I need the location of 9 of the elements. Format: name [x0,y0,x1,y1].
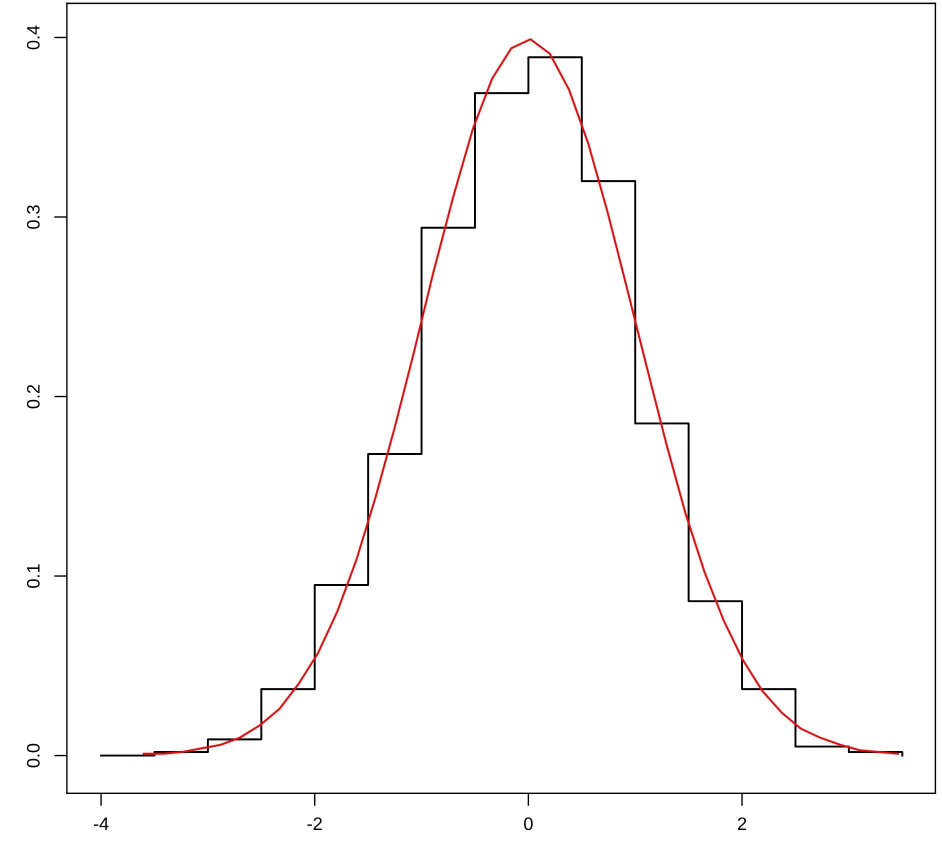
y-tick-label: 0.3 [26,205,40,229]
y-tick-label: 0.1 [26,564,40,588]
y-tick-label: 0.2 [26,384,40,408]
x-tick-label: 0 [524,817,533,830]
x-tick-label: -4 [94,818,109,830]
x-tick-label: 2 [738,817,746,830]
y-tick-label: 0.0 [26,744,40,768]
y-tick-label: 0.4 [26,25,40,50]
x-tick-label: -2 [308,817,322,830]
